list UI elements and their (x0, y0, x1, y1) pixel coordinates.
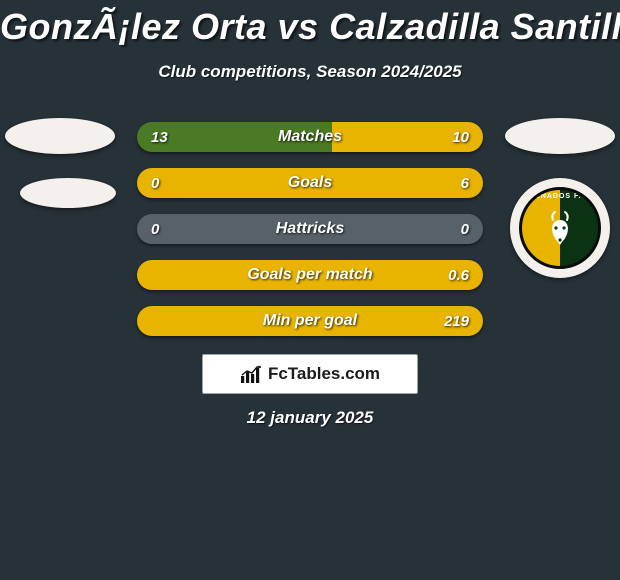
bar-segment-left (137, 122, 332, 152)
bar-segment-right (332, 122, 483, 152)
team-crest: VENADOS F.C. (510, 178, 610, 278)
crest-name: VENADOS F.C. (522, 193, 598, 200)
placeholder-ellipse-icon (5, 118, 115, 154)
bar-segment-right (137, 168, 483, 198)
date-line: 12 january 2025 (0, 408, 620, 428)
bar-row: Matches1310 (137, 122, 483, 152)
brand-badge: FcTables.com (202, 354, 418, 394)
bar-track (137, 168, 483, 198)
left-team-badges (0, 118, 120, 208)
bar-row: Goals per match0.6 (137, 260, 483, 290)
placeholder-ellipse-icon (505, 118, 615, 154)
page-title: GonzÃ¡lez Orta vs Calzadilla SantillÃ¡n (0, 0, 620, 48)
brand-name: FcTables.com (268, 364, 380, 384)
bar-row: Hattricks00 (137, 214, 483, 244)
subtitle: Club competitions, Season 2024/2025 (0, 62, 620, 82)
bar-segment-right (137, 306, 483, 336)
bar-track (137, 260, 483, 290)
bar-segment-right (137, 260, 483, 290)
placeholder-ellipse-icon (20, 178, 116, 208)
right-team-badges: VENADOS F.C. (500, 118, 620, 278)
deer-icon (536, 206, 584, 254)
comparison-bars: Matches1310 Goals06 Hattricks00 Goals per m… (137, 122, 483, 352)
bar-row: Min per goal219 (137, 306, 483, 336)
bar-track (137, 214, 483, 244)
bar-track (137, 306, 483, 336)
bar-track (137, 122, 483, 152)
bar-row: Goals06 (137, 168, 483, 198)
bars-icon (240, 364, 264, 384)
